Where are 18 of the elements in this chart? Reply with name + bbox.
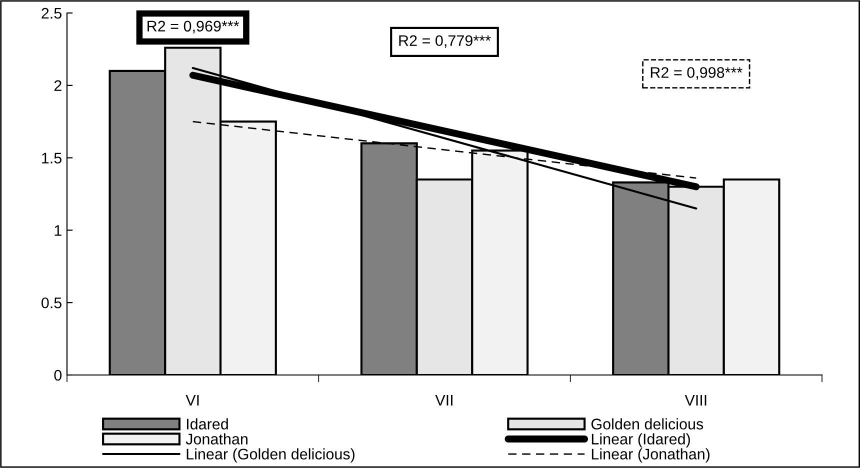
legend-label: Linear (Golden delicious) <box>186 448 354 463</box>
legend-label: Linear (Idared) <box>592 433 690 448</box>
y-tick-label: 2.5 <box>42 8 62 19</box>
y-tick-label: 2 <box>54 80 62 91</box>
x-tick-label: VII <box>435 395 452 406</box>
x-tick-label: VIII <box>684 395 706 406</box>
y-tick-label: 1 <box>54 225 62 236</box>
y-tick-label: 0 <box>54 370 62 381</box>
y-tick-label: 0.5 <box>42 297 62 308</box>
x-tick-label: VI <box>186 395 199 406</box>
y-tick-label: 1.5 <box>42 152 62 164</box>
legend-label: Idared <box>186 418 228 430</box>
annotation: R2 = 0,779*** <box>399 35 491 48</box>
legend-label: Jonathan <box>186 433 248 444</box>
legend-label: Golden delicious <box>591 418 704 430</box>
annotation: R2 = 0,969*** <box>148 20 240 34</box>
legend-label: Linear (Jonathan) <box>592 448 710 463</box>
annotation: R2 = 0,998*** <box>650 67 742 80</box>
